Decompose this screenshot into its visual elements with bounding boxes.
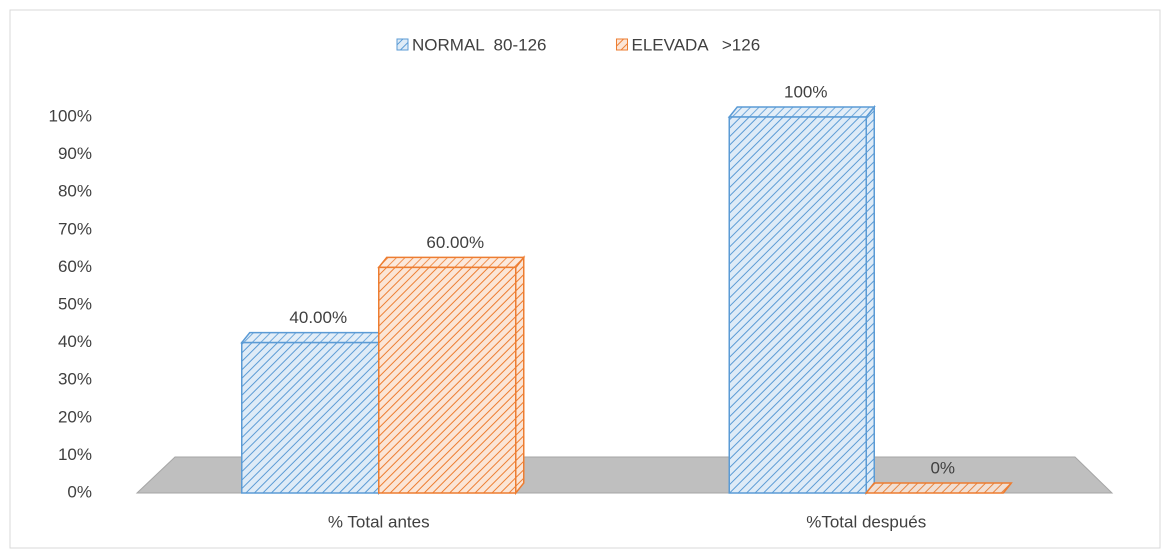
data-label: 100%	[784, 82, 827, 101]
y-tick-label: 40%	[58, 332, 92, 351]
legend-swatch	[615, 38, 628, 51]
bar-face	[241, 341, 380, 494]
legend-swatch	[396, 38, 409, 51]
y-tick-label: 100%	[49, 106, 92, 125]
y-tick-label: 70%	[58, 219, 92, 238]
bar-face	[864, 482, 1013, 494]
y-tick-label: 0%	[67, 482, 92, 501]
y-tick-label: 50%	[58, 294, 92, 313]
x-tick-label: %Total después	[806, 512, 926, 531]
bar-face	[240, 331, 389, 344]
y-tick-label: 90%	[58, 144, 92, 163]
data-label: 60.00%	[426, 233, 484, 252]
bar	[240, 330, 389, 496]
bar-face	[378, 266, 517, 494]
legend-label: ELEVADA >126	[631, 35, 760, 54]
y-tick-label: 60%	[58, 257, 92, 276]
data-label: 0%	[930, 458, 955, 477]
data-label: 40.00%	[289, 308, 347, 327]
legend-label: NORMAL 80-126	[412, 35, 546, 54]
bar-face	[727, 106, 876, 118]
y-tick-label: 80%	[58, 182, 92, 201]
bar-face	[515, 255, 525, 496]
y-tick-label: 20%	[58, 407, 92, 426]
y-tick-label: 30%	[58, 370, 92, 389]
bar	[377, 255, 526, 496]
bar-face	[728, 116, 867, 494]
bar-face	[865, 104, 875, 496]
x-tick-label: % Total antes	[328, 512, 430, 531]
bar-face	[377, 256, 526, 269]
y-tick-label: 10%	[58, 445, 92, 464]
bar	[864, 482, 1013, 494]
bar	[727, 104, 876, 496]
